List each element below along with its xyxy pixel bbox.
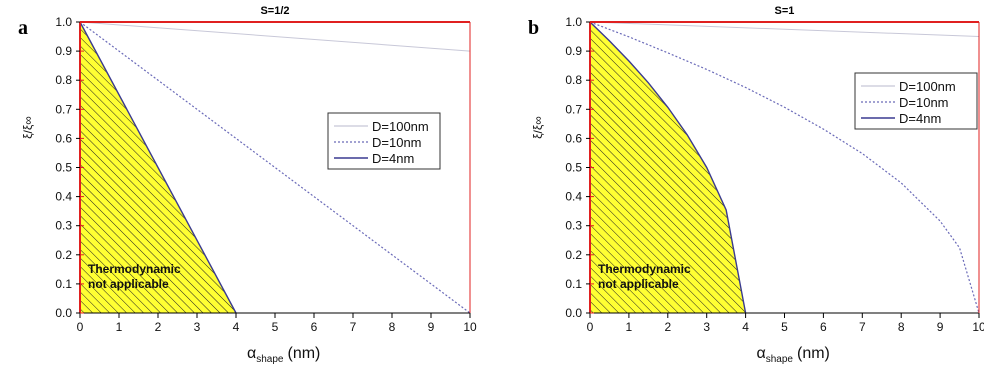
y-tick-label: 0.3	[55, 219, 72, 233]
legend-box	[854, 72, 978, 130]
legend-box	[327, 112, 441, 170]
x-axis-label-symbol: α	[247, 345, 256, 362]
x-tick-label: 6	[311, 320, 318, 334]
series-line-d4nm	[589, 21, 747, 314]
x-tick-label: 4	[233, 320, 240, 334]
x-axis-label-subscript: shape	[766, 354, 794, 365]
panel-a: 0 1 2 3 4 5 6 7 8 9 10 0.0 0.1 0.2 0.3 0.4 0.5 0.6 0.7 0.8 0…	[18, 5, 477, 365]
legend-label: D=10nm	[372, 135, 422, 150]
panel-letter: b	[528, 17, 539, 39]
x-tick-label: 5	[781, 320, 788, 334]
chart-title: S=1	[775, 5, 795, 17]
y-tick-label: 0.6	[55, 131, 72, 145]
y-tick-label: 1.0	[565, 15, 582, 29]
x-tick-label: 0	[587, 320, 594, 334]
x-tick-label: 6	[820, 320, 827, 334]
x-tick-label: 1	[626, 320, 633, 334]
not-applicable-region	[590, 22, 746, 313]
y-axis-label: ξ/ξ∞	[21, 116, 35, 139]
legend-label: D=4nm	[372, 151, 414, 166]
x-axis-label-unit: (nm)	[288, 345, 321, 362]
x-tick-label: 2	[155, 320, 162, 334]
x-tick-label: 10	[972, 320, 984, 334]
series-line-d10nm	[79, 21, 471, 314]
y-tick-label: 0.9	[565, 44, 582, 58]
annotation-line-1: Thermodynamic	[598, 262, 691, 276]
y-tick-label: 0.9	[55, 44, 72, 58]
series-line-d10nm	[589, 21, 980, 314]
x-tick-label: 1	[116, 320, 123, 334]
y-tick-label: 0.7	[565, 102, 582, 116]
y-tick-label: 0.1	[55, 277, 72, 291]
x-axis-label-unit: (nm)	[797, 345, 830, 362]
x-tick-label: 8	[898, 320, 905, 334]
x-tick-label: 3	[703, 320, 710, 334]
y-axis-label: ξ/ξ∞	[531, 116, 545, 139]
y-tick-label: 0.4	[565, 190, 582, 204]
x-axis-label: αshape (nm)	[247, 345, 320, 365]
chart-title: S=1/2	[260, 5, 289, 17]
x-tick-label: 8	[389, 320, 396, 334]
annotation-line-1: Thermodynamic	[88, 262, 181, 276]
series-line-d4nm	[79, 21, 237, 314]
x-tick-label: 3	[194, 320, 201, 334]
y-tick-label: 0.0	[55, 306, 72, 320]
x-tick-label: 9	[937, 320, 944, 334]
y-tick-label: 0.8	[565, 73, 582, 87]
x-tick-label: 10	[463, 320, 477, 334]
y-tick-label: 0.4	[55, 190, 72, 204]
legend-label: D=100nm	[899, 79, 956, 94]
y-tick-label: 0.2	[565, 248, 582, 262]
x-axis-label: αshape (nm)	[757, 345, 830, 365]
panel-letter: a	[18, 17, 28, 39]
legend-label: D=10nm	[899, 95, 949, 110]
y-tick-label: 0.5	[55, 161, 72, 175]
y-tick-label: 0.5	[565, 161, 582, 175]
y-tick-label: 0.8	[55, 73, 72, 87]
series-line-d100nm	[79, 21, 471, 52]
y-tick-label: 1.0	[55, 15, 72, 29]
y-tick-label: 0.0	[565, 306, 582, 320]
y-tick-label: 0.3	[565, 219, 582, 233]
y-tick-label: 0.6	[565, 131, 582, 145]
x-tick-label: 4	[742, 320, 749, 334]
y-tick-label: 0.1	[565, 277, 582, 291]
panel-b: 0 1 2 3 4 5 6 7 8 9 10 0.0 0.1 0.2 0.3 0.4 0.5 0.6 0.7 0.8 0…	[528, 5, 984, 365]
x-tick-label: 9	[428, 320, 435, 334]
annotation-line-2: not applicable	[88, 277, 169, 291]
y-tick-label: 0.2	[55, 248, 72, 262]
x-tick-label: 0	[77, 320, 84, 334]
x-axis-label-symbol: α	[757, 345, 766, 362]
x-tick-label: 2	[664, 320, 671, 334]
legend-label: D=4nm	[899, 111, 941, 126]
legend-label: D=100nm	[372, 119, 429, 134]
x-tick-label: 7	[350, 320, 357, 334]
annotation-line-2: not applicable	[598, 277, 679, 291]
y-tick-label: 0.7	[55, 102, 72, 116]
x-axis-label-subscript: shape	[256, 354, 284, 365]
series-line-d100nm	[589, 21, 980, 38]
x-tick-label: 5	[272, 320, 279, 334]
x-tick-label: 7	[859, 320, 866, 334]
